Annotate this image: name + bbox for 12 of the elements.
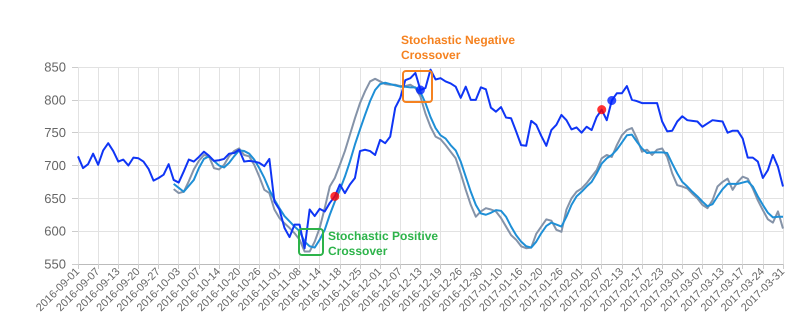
annotation: Stochastic Positive Crossover	[328, 229, 440, 259]
point	[330, 192, 340, 201]
y-tick-label: 750	[44, 125, 66, 140]
y-tick-label: 800	[44, 92, 66, 108]
y-tick-label: 700	[44, 158, 66, 173]
point	[597, 105, 606, 114]
y-tick-label: 850	[44, 60, 66, 74]
y-tick-label: 650	[44, 190, 66, 206]
y-tick-label: 550	[44, 256, 66, 272]
y-tick-label: 600	[44, 224, 66, 239]
text: Stochastic Negative Crossover	[401, 33, 516, 63]
point	[607, 96, 616, 105]
